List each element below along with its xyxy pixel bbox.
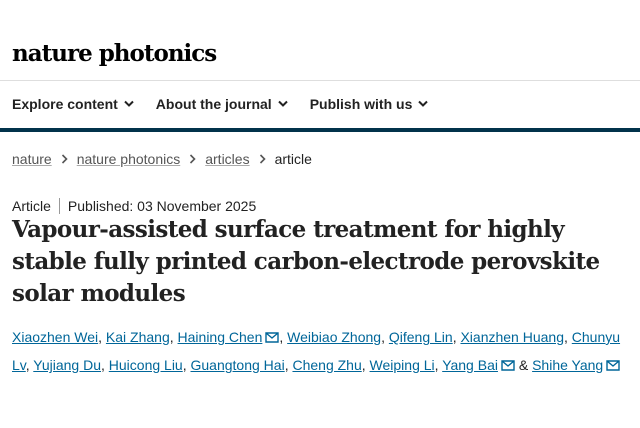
author-link[interactable]: Qifeng Lin <box>388 329 453 345</box>
author-link[interactable]: Kai Zhang <box>105 329 170 345</box>
nav-item[interactable]: About the journal <box>156 96 288 112</box>
author-separator: , <box>98 329 103 345</box>
author-separator: , <box>361 357 366 373</box>
mail-icon <box>265 332 280 343</box>
author-link[interactable]: Guangtong Hai <box>190 357 285 373</box>
author-link[interactable]: Weiping Li <box>369 357 435 373</box>
author-separator: , <box>279 329 284 345</box>
breadcrumbs: nature nature photonics articles article <box>12 151 312 167</box>
separator <box>58 198 60 214</box>
author-separator: & <box>518 357 529 373</box>
author-separator: , <box>452 329 457 345</box>
chevron-down <box>418 100 429 107</box>
author-separator: , <box>25 357 30 373</box>
author-separator: , <box>381 329 385 345</box>
author-link[interactable]: Chunyu Lv <box>12 329 621 373</box>
chevron-right <box>259 154 266 164</box>
article-title: Vapour-assisted surface treatment for hi… <box>12 216 600 307</box>
author-separator: , <box>101 357 105 373</box>
nav-item[interactable]: Publish with us <box>310 96 429 112</box>
author-link[interactable]: Shihe Yang <box>532 357 604 373</box>
author-link[interactable]: Yang Bai <box>442 357 498 373</box>
article-meta: Article Published: 03 November 2025 <box>12 198 256 214</box>
breadcrumb-link[interactable]: articles <box>205 151 250 167</box>
author-separator: , <box>182 357 187 373</box>
author-link[interactable]: Yujiang Du <box>33 357 101 373</box>
breadcrumb-link[interactable]: nature photonics <box>76 151 181 167</box>
nav-item[interactable]: Explore content <box>12 96 134 112</box>
breadcrumb-link[interactable]: nature <box>12 151 52 167</box>
mail-icon <box>606 360 620 371</box>
author-link[interactable]: Haining Chen <box>177 329 263 345</box>
mail-icon <box>501 360 515 371</box>
chevron-down <box>277 100 288 107</box>
author-separator: , <box>434 357 439 373</box>
author-separator: , <box>284 357 289 373</box>
published-date: Published: 03 November 2025 <box>67 198 257 214</box>
nav: Explore content About the journal Publish … <box>12 96 429 112</box>
breadcrumb-current: article <box>274 151 312 167</box>
divider <box>0 128 640 132</box>
author-link[interactable]: Huicong Liu <box>108 357 183 373</box>
chevron-right <box>61 154 68 164</box>
author-list: Xiaozhen Wei, Kai Zhang, Haining Chen, W… <box>12 323 632 379</box>
brand[interactable]: nature photonics <box>12 40 217 67</box>
chevron-right <box>190 154 196 164</box>
divider <box>0 80 640 81</box>
author-separator: , <box>169 329 174 345</box>
author-separator: , <box>564 329 568 345</box>
author-link[interactable]: Xiaozhen Wei <box>12 329 99 345</box>
author-link[interactable]: Weibiao Zhong <box>287 329 382 345</box>
author-link[interactable]: Cheng Zhu <box>292 357 362 373</box>
chevron-down <box>124 100 134 107</box>
author-link[interactable]: Xianzhen Huang <box>460 329 564 345</box>
article-type: Article <box>12 198 51 214</box>
